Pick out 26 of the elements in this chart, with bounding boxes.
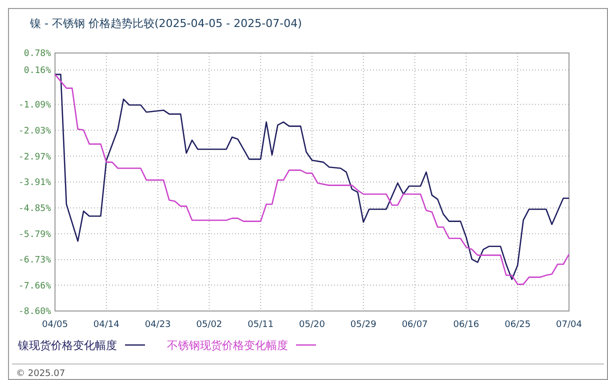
y-tick-label: -6.73% (18, 256, 52, 266)
y-tick-label: 0.16% (24, 66, 52, 76)
y-tick-label: -2.97% (18, 152, 52, 162)
x-tick-label: 06/25 (504, 320, 531, 330)
x-tick-label: 07/04 (556, 320, 582, 330)
x-tick-label: 04/05 (42, 320, 68, 330)
legend-label: 不锈钢现货价格变化幅度 (167, 339, 288, 352)
x-tick-label: 05/11 (248, 320, 274, 330)
y-tick-label: 0.78% (24, 49, 52, 60)
x-tick-label: 06/16 (453, 320, 480, 330)
y-tick-label: -1.09% (18, 100, 52, 111)
legend-label: 镍现货价格变化幅度 (17, 339, 117, 352)
x-tick-label: 04/23 (144, 320, 171, 330)
y-tick-label: -5.79% (18, 230, 52, 240)
x-tick-label: 05/20 (299, 320, 326, 330)
text: © 2025.07 (16, 369, 66, 379)
y-tick-label: -3.91% (18, 178, 52, 188)
x-tick-label: 05/29 (350, 320, 377, 330)
x-tick-label: 06/07 (402, 320, 428, 330)
y-tick-label: -4.85% (18, 204, 52, 214)
y-tick-label: -2.03% (18, 126, 52, 136)
x-tick-label: 04/14 (93, 320, 120, 330)
x-tick-label: 05/02 (196, 320, 222, 330)
y-tick-label: -8.60% (18, 307, 52, 318)
y-tick-label: -7.66% (18, 281, 52, 292)
chart-title: 镍 - 不锈钢 价格趋势比较(2025-04-05 - 2025-07-04) (29, 17, 302, 30)
